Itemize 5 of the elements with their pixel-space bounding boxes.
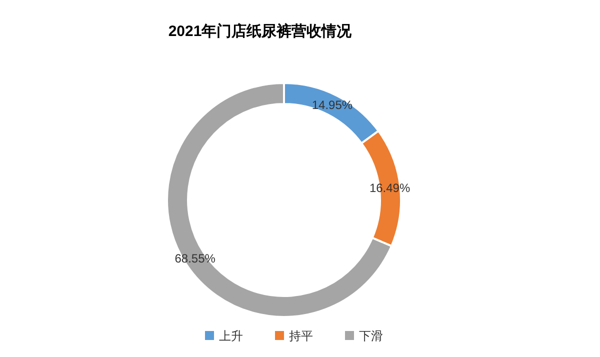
data-label: 14.95%: [312, 98, 353, 112]
legend-label: 上升: [219, 329, 243, 343]
legend-label: 持平: [289, 329, 313, 343]
legend-label: 下滑: [359, 329, 383, 343]
chart-title: 2021年门店纸尿裤营收情况: [168, 22, 353, 40]
